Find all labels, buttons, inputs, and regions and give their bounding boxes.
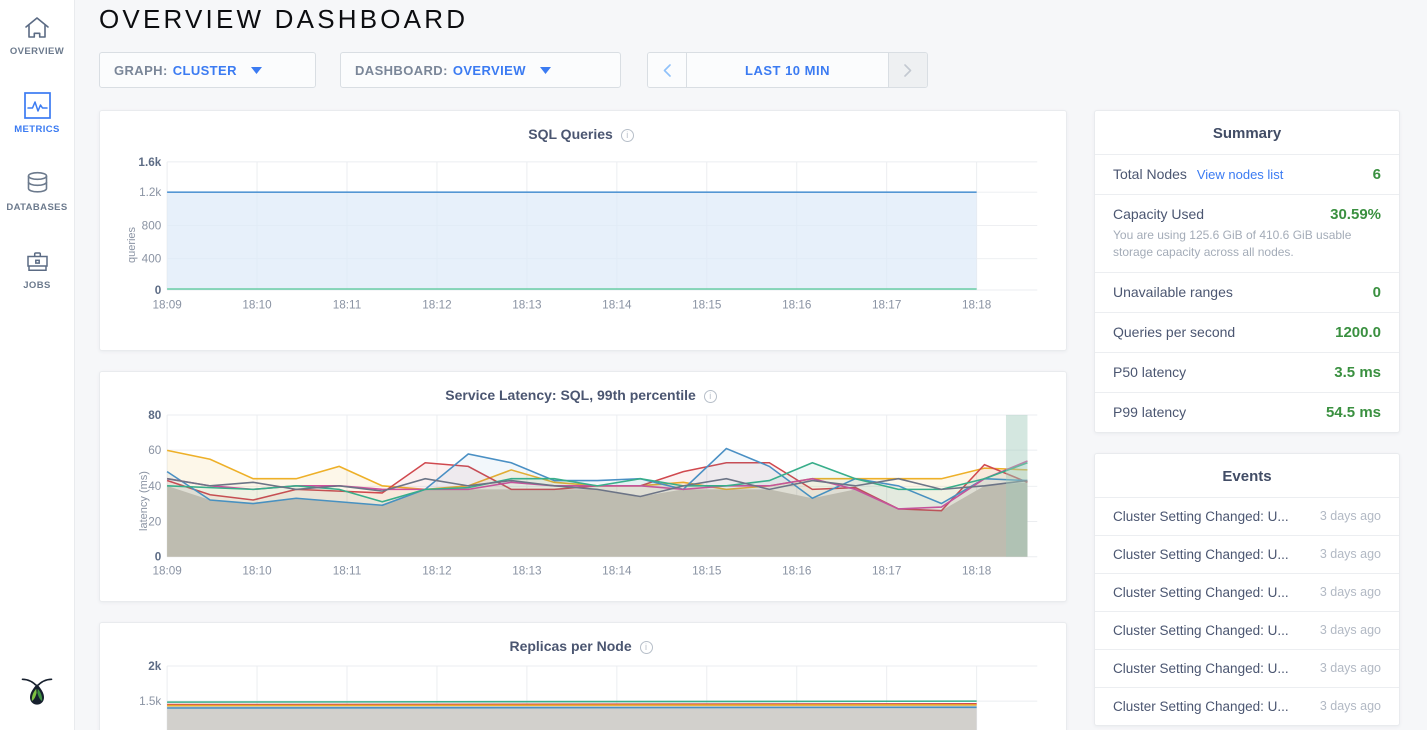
svg-text:18:14: 18:14 [602,564,632,577]
svg-text:18:09: 18:09 [152,564,181,577]
svg-text:20: 20 [148,515,162,528]
svg-text:800: 800 [142,219,162,232]
svg-text:18:17: 18:17 [872,564,901,577]
svg-text:18:13: 18:13 [512,564,541,577]
svg-text:18:15: 18:15 [692,299,722,312]
svg-text:18:11: 18:11 [333,299,361,312]
svg-text:18:14: 18:14 [602,299,632,312]
svg-text:18:17: 18:17 [872,299,901,312]
svg-text:18:18: 18:18 [962,299,992,312]
svg-text:18:09: 18:09 [152,299,181,312]
svg-text:18:15: 18:15 [692,564,722,577]
svg-text:18:10: 18:10 [242,299,272,312]
svg-text:18:11: 18:11 [333,564,361,577]
svg-text:1.5k: 1.5k [139,695,161,708]
svg-text:40: 40 [148,480,162,493]
svg-text:18:16: 18:16 [782,564,811,577]
svg-text:18:12: 18:12 [422,564,451,577]
svg-text:2k: 2k [148,660,162,673]
svg-text:80: 80 [148,409,162,422]
svg-text:0: 0 [155,284,162,297]
svg-text:18:16: 18:16 [782,299,811,312]
svg-text:1.6k: 1.6k [138,156,161,169]
svg-text:400: 400 [142,253,162,266]
svg-text:1.2k: 1.2k [139,186,161,199]
svg-text:18:10: 18:10 [242,564,272,577]
svg-text:18:18: 18:18 [962,564,992,577]
svg-text:18:12: 18:12 [422,299,451,312]
svg-text:18:13: 18:13 [512,299,541,312]
svg-text:60: 60 [148,444,162,457]
svg-text:0: 0 [155,551,162,564]
